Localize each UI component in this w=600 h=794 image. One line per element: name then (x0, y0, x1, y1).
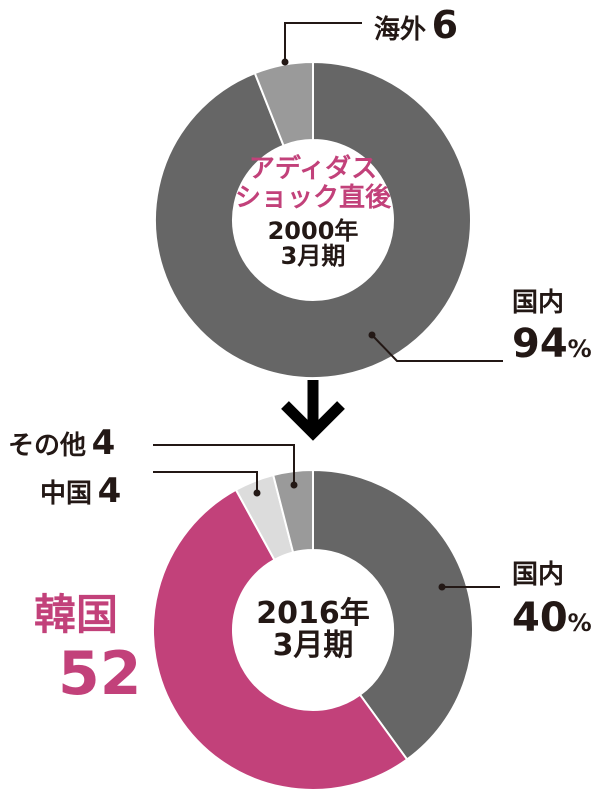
label-overseas-name: 海外 (374, 15, 427, 45)
label-china-name: 中国 (40, 479, 93, 509)
donut-segment-1 (253, 60, 314, 147)
caption-period-2016: 3月期 (272, 627, 354, 663)
leader-dot-other (290, 481, 298, 489)
caption-adidas: アディダス (248, 154, 378, 184)
label-overseas: 海外 6 (374, 6, 458, 44)
donut-2000 (154, 60, 472, 379)
leader-line-domestic-2000 (371, 334, 503, 362)
caption-shock: ショック直後 (234, 183, 391, 214)
center-caption-2000: アディダス ショック直後 2000年 3月期 (233, 154, 393, 270)
label-korea-value: 52 (58, 639, 142, 709)
leader-dot-china (253, 489, 261, 497)
caption-period-2000: 3月期 (280, 241, 346, 270)
donut-2016 (152, 468, 474, 791)
caption-year-2000: 2000年 (267, 216, 359, 245)
label-overseas-value: 6 (431, 3, 459, 47)
label-other-name: その他 (8, 431, 87, 461)
leader-dot-domestic-2016 (438, 583, 446, 591)
label-domestic-2016-name: 国内 (512, 560, 565, 590)
caption-year-2016: 2016年 (256, 596, 370, 631)
label-korea-name: 韓国 (34, 590, 119, 639)
donut-segment-1 (152, 488, 409, 791)
donut-segment-0 (154, 60, 472, 379)
leader-dot-domestic-2000 (368, 331, 376, 339)
label-domestic-2016-value: 40 (512, 595, 568, 641)
label-other-value: 4 (91, 423, 116, 463)
leader-line-overseas (284, 22, 362, 62)
label-domestic-2000-unit: % (567, 335, 592, 363)
leader-line-other (153, 444, 295, 485)
label-china-value: 4 (97, 471, 122, 511)
label-domestic-2000-value: 94 (512, 321, 568, 367)
label-china: 中国 4 (40, 474, 121, 508)
label-other: その他 4 (8, 426, 115, 460)
arrow-down-icon (281, 380, 345, 441)
leader-dot-overseas (281, 58, 289, 66)
label-domestic-2000-name: 国内 (512, 288, 565, 318)
center-caption-2016: 2016年 3月期 (233, 598, 393, 661)
donut-segment-3 (271, 468, 314, 554)
label-korea: 韓国 52 (34, 590, 142, 709)
label-domestic-2000: 国内 94% (512, 290, 592, 364)
label-domestic-2016: 国内 40% (512, 562, 592, 638)
donut-segment-0 (312, 468, 474, 761)
label-domestic-2016-unit: % (567, 609, 592, 637)
leader-line-china (153, 471, 258, 493)
